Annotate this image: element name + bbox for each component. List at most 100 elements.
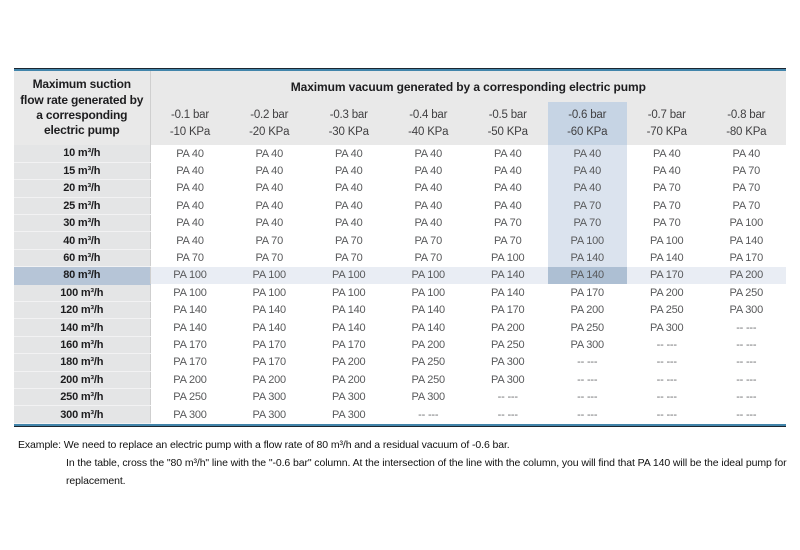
pump-cell: PA 140 [229, 318, 309, 337]
pump-cell: PA 70 [627, 197, 707, 215]
pump-cell: PA 70 [627, 214, 707, 232]
pump-cell: PA 40 [150, 162, 230, 180]
pump-cell: PA 140 [229, 301, 309, 319]
pump-cell: PA 140 [547, 249, 627, 267]
table-row: 300 m³/h PA 300 PA 300 PA 300 -- --- -- --- --… [14, 405, 787, 424]
table-row: 140 m³/h PA 140 PA 140 PA 140 PA 140 PA 200 PA… [14, 318, 787, 337]
pump-cell: PA 300 [309, 405, 389, 424]
pump-cell: PA 40 [468, 179, 548, 198]
group-header: Maximum vacuum generated by a correspond… [150, 71, 787, 102]
pump-table: Maximum suction flow rate generated by a… [14, 71, 787, 424]
pump-cell: PA 200 [150, 371, 230, 389]
pump-cell: PA 40 [229, 145, 309, 163]
pump-cell: PA 140 [309, 301, 389, 319]
pump-cell: PA 170 [627, 266, 707, 285]
row-label: 40 m³/h [14, 231, 151, 250]
pump-cell: PA 300 [388, 388, 468, 406]
pump-selection-table: Maximum suction flow rate generated by a… [14, 68, 787, 427]
pump-cell: -- --- [547, 353, 627, 372]
pump-cell: PA 70 [706, 162, 787, 180]
pump-cell: PA 40 [309, 162, 389, 180]
pump-cell: PA 100 [388, 266, 468, 285]
pump-cell: PA 140 [150, 301, 230, 319]
pump-cell: PA 100 [706, 214, 787, 232]
table-row: 30 m³/h PA 40 PA 40 PA 40 PA 40 PA 70 PA 70 PA … [14, 214, 787, 233]
column-bar-label: -0.4 bar [409, 109, 448, 122]
pump-cell: PA 70 [388, 249, 468, 267]
column-bar-label: -0.7 bar [647, 109, 686, 122]
table-row: 80 m³/h PA 100 PA 100 PA 100 PA 100 PA 140 PA … [14, 266, 787, 285]
pump-cell: PA 100 [627, 231, 707, 250]
pump-cell: PA 250 [150, 388, 230, 406]
pump-cell: PA 250 [388, 371, 468, 389]
row-label: 180 m³/h [14, 353, 151, 372]
pump-cell: PA 140 [150, 318, 230, 337]
pump-cell: PA 40 [388, 145, 468, 163]
pump-cell: PA 40 [627, 145, 707, 163]
table-row: 40 m³/h PA 40 PA 70 PA 70 PA 70 PA 70 PA 100 PA… [14, 231, 787, 250]
pump-cell: -- --- [468, 405, 548, 424]
pump-cell: PA 40 [468, 145, 548, 163]
table-row: 160 m³/h PA 170 PA 170 PA 170 PA 200 PA 250 PA… [14, 336, 787, 355]
pump-cell: PA 140 [388, 301, 468, 319]
row-label: 120 m³/h [14, 301, 151, 320]
corner-header: Maximum suction flow rate generated by a… [14, 71, 151, 145]
column-header-1: -0.1 bar -10 KPa [150, 102, 230, 145]
example-line-2: In the table, cross the "80 m³/h" line w… [66, 456, 787, 487]
column-header-5: -0.5 bar -50 KPa [468, 102, 548, 145]
column-header-4: -0.4 bar -40 KPa [388, 102, 468, 145]
pump-cell: PA 100 [309, 284, 389, 302]
column-bar-label: -0.5 bar [488, 109, 527, 122]
pump-cell: -- --- [388, 405, 468, 424]
column-kpa-label: -10 KPa [169, 125, 211, 138]
pump-cell: PA 70 [388, 231, 468, 250]
pump-cell: PA 250 [627, 301, 707, 319]
pump-cell: PA 40 [547, 162, 627, 180]
column-bar-label: -0.8 bar [727, 109, 766, 122]
pump-cell: PA 40 [150, 231, 230, 250]
row-label: 20 m³/h [14, 179, 151, 198]
pump-cell: -- --- [706, 388, 787, 406]
pump-cell: PA 170 [468, 301, 548, 319]
pump-cell: PA 250 [388, 353, 468, 372]
row-label: 80 m³/h [14, 266, 151, 285]
table-row: 200 m³/h PA 200 PA 200 PA 200 PA 250 PA 300 --… [14, 371, 787, 389]
table-row: 10 m³/h PA 40 PA 40 PA 40 PA 40 PA 40 PA 40 PA … [14, 145, 787, 163]
column-bar-label: -0.3 bar [329, 109, 368, 122]
row-label: 300 m³/h [14, 405, 151, 424]
pump-cell: -- --- [706, 353, 787, 372]
pump-cell: PA 70 [150, 249, 230, 267]
pump-cell: PA 100 [229, 266, 309, 285]
pump-cell: PA 70 [309, 231, 389, 250]
header-row-group: Maximum suction flow rate generated by a… [14, 71, 787, 145]
pump-cell: -- --- [627, 388, 707, 406]
pump-cell: PA 40 [150, 197, 230, 215]
pump-cell: PA 70 [547, 197, 627, 215]
pump-cell: PA 40 [150, 179, 230, 198]
column-kpa-label: -30 KPa [328, 125, 369, 138]
pump-cell: -- --- [706, 336, 787, 354]
pump-cell: PA 170 [547, 284, 627, 302]
column-kpa-label: -60 KPa [567, 125, 608, 138]
pump-cell: -- --- [706, 318, 787, 337]
pump-cell: PA 140 [468, 266, 548, 285]
pump-cell: PA 140 [388, 318, 468, 337]
pump-cell: PA 40 [706, 145, 787, 163]
table-row: 100 m³/h PA 100 PA 100 PA 100 PA 100 PA 140 PA… [14, 284, 787, 303]
column-kpa-label: -50 KPa [487, 125, 528, 138]
pump-cell: PA 100 [309, 266, 389, 285]
pump-cell: PA 100 [388, 284, 468, 302]
pump-cell: PA 100 [547, 231, 627, 250]
column-bar-label: -0.6 bar [568, 109, 607, 122]
table-row: 180 m³/h PA 170 PA 170 PA 200 PA 250 PA 300 --… [14, 353, 787, 372]
pump-cell: -- --- [627, 371, 707, 389]
pump-cell: PA 40 [547, 179, 627, 198]
pump-cell: PA 200 [627, 284, 707, 302]
pump-cell: PA 250 [706, 284, 787, 302]
pump-cell: PA 40 [388, 197, 468, 215]
row-label: 60 m³/h [14, 249, 151, 268]
table-row: 60 m³/h PA 70 PA 70 PA 70 PA 70 PA 100 PA 140 P… [14, 249, 787, 268]
row-label: 250 m³/h [14, 388, 151, 407]
pump-cell: PA 300 [468, 371, 548, 389]
pump-cell: PA 300 [468, 353, 548, 372]
